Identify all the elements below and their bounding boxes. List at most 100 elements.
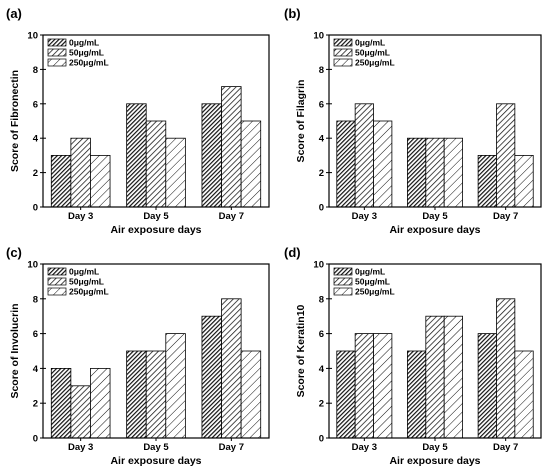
bar <box>443 315 463 439</box>
panel-label: (d) <box>284 245 301 260</box>
bar <box>50 154 72 208</box>
bar <box>496 103 516 208</box>
y-tick-label: 4 <box>319 364 325 375</box>
bar <box>240 120 262 208</box>
legend-label: 250μg/mL <box>355 287 395 297</box>
bar <box>336 350 356 439</box>
bar <box>90 154 111 208</box>
y-tick-label: 2 <box>33 168 38 179</box>
y-tick-label: 6 <box>33 99 38 110</box>
x-axis-label: Air exposure days <box>110 455 201 467</box>
y-tick-label: 6 <box>33 329 38 340</box>
y-tick-label: 2 <box>319 399 324 410</box>
y-tick-label: 2 <box>33 399 38 410</box>
y-tick-label: 4 <box>33 364 39 375</box>
y-tick-label: 10 <box>27 31 38 42</box>
x-tick-label: Day 3 <box>68 442 93 453</box>
x-tick-label: Day 3 <box>352 211 377 222</box>
legend-swatch <box>333 267 353 276</box>
y-tick-label: 6 <box>319 329 324 340</box>
legend-swatch <box>47 58 67 67</box>
legend-swatch <box>333 277 353 286</box>
bar <box>496 298 516 439</box>
x-axis-label: Air exposure days <box>389 455 480 467</box>
x-tick-label: Day 5 <box>143 211 169 222</box>
bar <box>407 137 427 208</box>
bar <box>221 86 242 208</box>
x-tick-label: Day 5 <box>422 211 448 222</box>
bar <box>354 333 374 439</box>
x-tick-label: Day 3 <box>68 211 93 222</box>
bar <box>425 315 445 439</box>
x-tick-label: Day 5 <box>143 442 169 453</box>
y-tick-label: 8 <box>33 65 38 76</box>
y-axis-label: Score of Involucrin <box>9 303 21 398</box>
panel-label: (c) <box>6 245 22 260</box>
bar <box>70 385 91 439</box>
bar <box>145 350 167 439</box>
bar <box>407 350 427 439</box>
legend-swatch <box>333 38 353 47</box>
y-tick-label: 4 <box>33 134 39 145</box>
legend-label: 0μg/mL <box>355 267 385 277</box>
y-tick-label: 8 <box>319 65 324 76</box>
x-tick-label: Day 7 <box>219 442 244 453</box>
bar <box>477 333 497 439</box>
legend-swatch <box>333 58 353 67</box>
bar <box>145 120 167 208</box>
panel-label: (a) <box>6 6 22 21</box>
bar <box>514 350 534 439</box>
x-tick-label: Day 7 <box>493 211 518 222</box>
bar <box>477 154 497 208</box>
legend-label: 0μg/mL <box>69 267 99 277</box>
bar <box>201 315 222 439</box>
y-tick-label: 0 <box>33 434 38 445</box>
y-tick-label: 0 <box>33 203 38 214</box>
legend-label: 0μg/mL <box>69 38 99 48</box>
y-axis-label: Score of Filagrin <box>295 80 307 163</box>
legend-label: 50μg/mL <box>69 277 104 287</box>
bar <box>221 298 242 439</box>
legend-swatch <box>47 38 67 47</box>
legend-swatch <box>47 277 67 286</box>
x-tick-label: Day 7 <box>493 442 518 453</box>
legend-label: 0μg/mL <box>355 38 385 48</box>
x-axis-label: Air exposure days <box>110 224 201 236</box>
bar <box>336 120 356 208</box>
chart-panel-a: (a) 0 2 4 6 8 10 Day 3 Day 5 Day 7 Air exposure da… <box>6 6 270 236</box>
bar <box>70 137 91 208</box>
y-tick-label: 10 <box>313 260 324 271</box>
bar <box>50 367 72 439</box>
legend-swatch <box>47 267 67 276</box>
bar <box>165 333 186 439</box>
x-tick-label: Day 7 <box>219 211 244 222</box>
x-axis-label: Air exposure days <box>389 224 480 236</box>
y-tick-label: 10 <box>27 260 38 271</box>
y-tick-label: 8 <box>33 294 38 305</box>
legend-label: 50μg/mL <box>355 48 390 58</box>
legend-label: 50μg/mL <box>69 48 104 58</box>
y-tick-label: 0 <box>319 434 324 445</box>
legend-swatch <box>47 287 67 296</box>
bar <box>373 333 393 439</box>
y-tick-label: 2 <box>319 168 324 179</box>
bar <box>514 154 534 208</box>
legend-label: 250μg/mL <box>69 58 109 68</box>
legend-swatch <box>333 287 353 296</box>
x-tick-label: Day 5 <box>422 442 448 453</box>
bar <box>373 120 393 208</box>
y-tick-label: 8 <box>319 294 324 305</box>
legend-swatch <box>333 48 353 57</box>
bar <box>90 367 111 439</box>
y-tick-label: 10 <box>313 31 324 42</box>
bar <box>443 137 463 208</box>
legend-swatch <box>47 48 67 57</box>
bar <box>165 137 186 208</box>
chart-panel-b: (b) 0 2 4 6 8 10 Day 3 Day 5 Day 7 Air exposure da… <box>284 6 542 236</box>
y-tick-label: 6 <box>319 99 324 110</box>
y-axis-label: Score of Keratin10 <box>295 304 307 397</box>
